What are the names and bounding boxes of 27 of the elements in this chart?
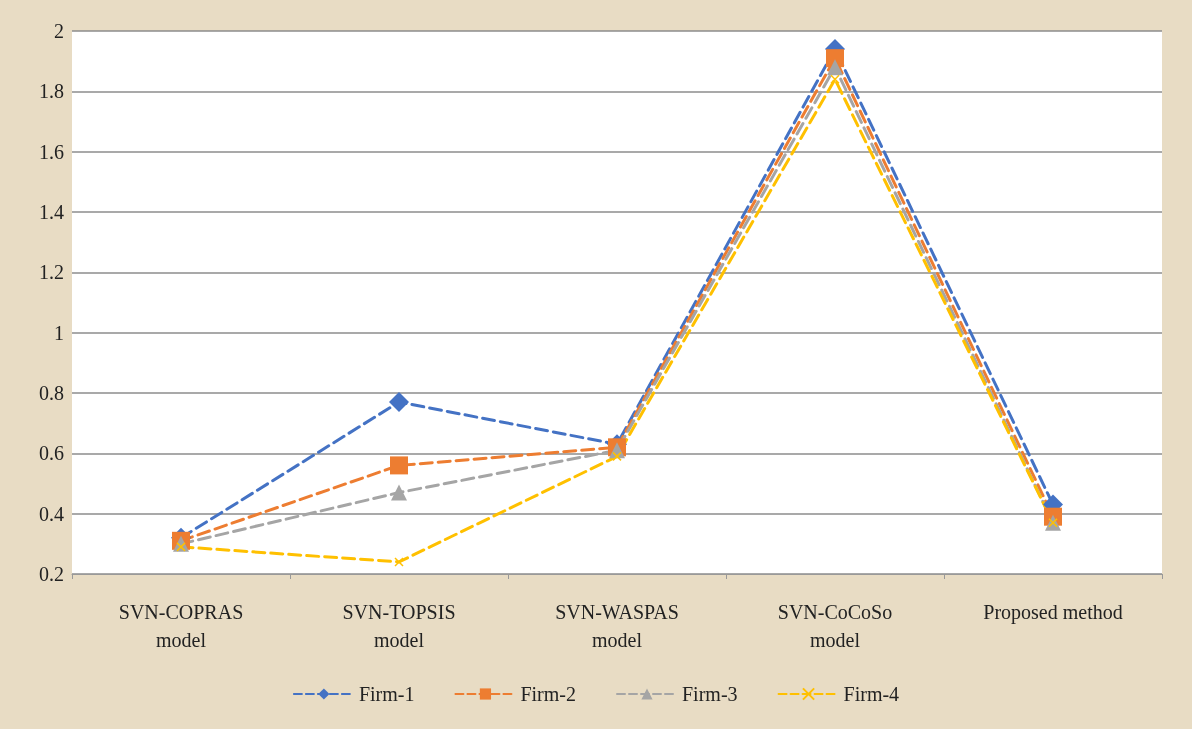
point — [391, 484, 407, 501]
legend-label: Firm-2 — [520, 683, 577, 705]
point — [826, 49, 844, 68]
x-tick-label: SVN-CoCoSo model — [777, 601, 893, 651]
y-tick-label: 1.8 — [39, 80, 64, 103]
y-tick-label: 0.8 — [39, 382, 64, 404]
y-tick-label: 1 — [54, 321, 64, 344]
x-tick-label: SVN-COPRAS model — [118, 601, 244, 651]
point — [394, 557, 404, 567]
y-tick-label: 0.4 — [39, 502, 64, 525]
x-tick-label: Proposed method — [983, 601, 1123, 624]
point — [612, 451, 622, 462]
legend-label: Firm-1 — [358, 683, 415, 705]
point — [389, 392, 409, 413]
legend-label: Firm-4 — [843, 683, 900, 705]
y-tick-label: 0.2 — [39, 563, 64, 585]
y-tick-label: 1.4 — [39, 201, 64, 223]
y-tick-label: 2 — [54, 20, 64, 42]
x-tick-label: SVN-WASPAS model — [555, 601, 679, 651]
point — [390, 456, 408, 475]
point — [830, 74, 840, 85]
x-tick-label: SVN-TOPSIS model — [342, 601, 456, 651]
y-tick-label: 1.2 — [39, 261, 64, 284]
point — [827, 59, 843, 76]
y-tick-label: 0.6 — [39, 442, 64, 465]
y-tick-label: 1.6 — [39, 140, 64, 163]
legend-label: Firm-3 — [682, 683, 738, 705]
